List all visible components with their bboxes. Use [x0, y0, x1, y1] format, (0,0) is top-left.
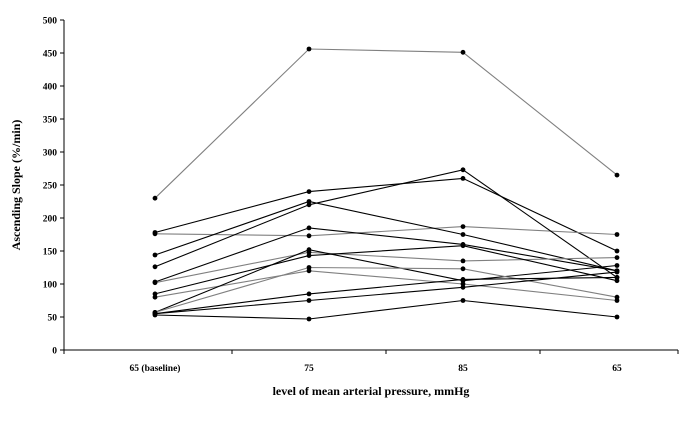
- data-point: [460, 243, 466, 249]
- data-point: [460, 266, 466, 272]
- data-point: [306, 268, 312, 274]
- x-axis-title: level of mean arterial pressure, mmHg: [273, 384, 470, 398]
- y-ticks: 0 50 100 150 200 250 300 350 400 450 500: [43, 17, 64, 357]
- y-tick-label: 200: [43, 215, 58, 225]
- data-point: [306, 46, 312, 52]
- data-point: [152, 231, 158, 237]
- series-11: [152, 265, 620, 315]
- data-point: [614, 172, 620, 178]
- data-point: [306, 247, 312, 253]
- data-point: [306, 265, 312, 270]
- x-ticks: 65 (baseline) 75 85 65: [63, 350, 679, 374]
- y-tick-label: 100: [43, 281, 58, 291]
- y-tick-label: 350: [43, 116, 58, 126]
- series-line: [154, 299, 618, 320]
- data-point: [306, 202, 312, 208]
- series-9: [152, 268, 620, 303]
- data-point: [152, 294, 158, 300]
- series-group: [152, 46, 620, 322]
- data-point: [152, 252, 158, 258]
- series-8: [152, 243, 620, 297]
- series-line: [154, 270, 618, 302]
- y-tick-label: 500: [43, 17, 58, 27]
- data-point: [306, 291, 312, 297]
- y-tick-label: 450: [43, 50, 58, 60]
- series-line: [154, 276, 618, 315]
- data-point: [460, 232, 466, 237]
- data-point: [614, 275, 620, 280]
- data-point: [460, 167, 466, 173]
- x-tick-label: 85: [458, 364, 468, 374]
- data-point: [614, 298, 620, 303]
- x-tick-label: 65 (baseline): [130, 363, 181, 374]
- data-point: [460, 176, 466, 181]
- series-line: [154, 177, 618, 252]
- y-tick-label: 150: [43, 248, 58, 258]
- data-point: [614, 278, 620, 284]
- data-point: [614, 255, 620, 260]
- series-line: [154, 251, 618, 284]
- data-point: [152, 312, 158, 318]
- data-point: [306, 199, 312, 204]
- data-point: [306, 233, 312, 239]
- data-point: [614, 232, 620, 237]
- data-point: [306, 189, 312, 195]
- series-line: [154, 169, 618, 278]
- data-point: [460, 258, 466, 264]
- y-tick-label: 250: [43, 182, 58, 192]
- series-14: [152, 298, 620, 322]
- data-point: [306, 253, 312, 258]
- series-line: [154, 226, 618, 237]
- data-point: [152, 280, 158, 286]
- data-point: [306, 225, 312, 231]
- y-tick-label: 400: [43, 83, 58, 93]
- data-point: [152, 291, 158, 297]
- x-tick-label: 65: [612, 364, 622, 374]
- axes: [63, 20, 678, 351]
- series-line: [154, 48, 618, 199]
- data-point: [460, 298, 466, 303]
- data-point: [460, 49, 466, 55]
- data-point: [460, 224, 466, 230]
- data-point: [614, 294, 620, 300]
- y-axis-title: Ascending Slope (%/min): [9, 120, 23, 251]
- data-point: [306, 298, 312, 303]
- data-point: [460, 281, 466, 287]
- series-line: [154, 266, 618, 313]
- series-line: [154, 200, 618, 272]
- series-line: [154, 227, 618, 283]
- y-tick-label: 50: [48, 314, 58, 324]
- y-tick-label: 0: [52, 347, 57, 357]
- x-tick-label: 75: [304, 364, 314, 374]
- series-line: [154, 249, 618, 313]
- data-point: [614, 248, 620, 254]
- data-point: [306, 316, 312, 322]
- data-point: [152, 264, 158, 270]
- data-point: [614, 269, 620, 275]
- y-tick-label: 300: [43, 149, 58, 159]
- data-point: [614, 314, 620, 320]
- data-point: [460, 277, 466, 282]
- series-line: [154, 271, 618, 315]
- series-1: [152, 46, 620, 201]
- data-point: [614, 263, 620, 268]
- series-line: [154, 245, 618, 295]
- series-3: [152, 224, 620, 239]
- series-5: [152, 167, 620, 280]
- data-point: [460, 284, 466, 290]
- data-point: [152, 195, 158, 201]
